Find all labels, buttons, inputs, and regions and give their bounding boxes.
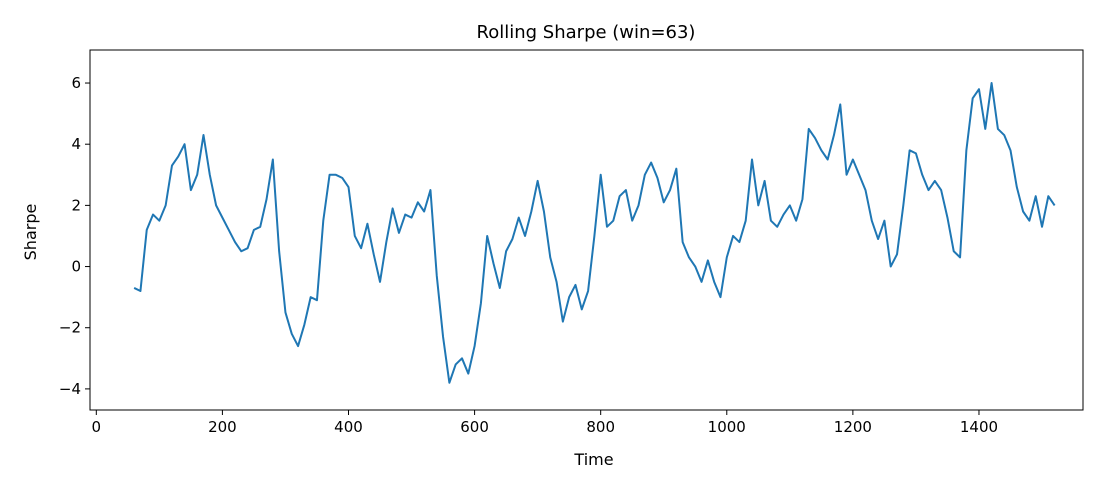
x-tick-label: 1400 <box>960 418 998 436</box>
y-tick-label: −4 <box>59 380 81 398</box>
x-tick-label: 600 <box>460 418 489 436</box>
x-axis-label: Time <box>573 450 613 469</box>
x-tick-label: 400 <box>334 418 363 436</box>
y-tick-label: 4 <box>71 135 81 153</box>
x-tick-label: 800 <box>586 418 615 436</box>
x-tick-label: 0 <box>92 418 102 436</box>
x-tick-label: 1200 <box>834 418 872 436</box>
y-tick-label: 0 <box>71 258 81 276</box>
x-tick-label: 200 <box>208 418 237 436</box>
plot-frame <box>89 49 1084 411</box>
line-series <box>133 82 1056 384</box>
y-tick-label: 6 <box>71 74 81 92</box>
y-tick-label: 2 <box>71 196 81 214</box>
y-tick-label: −2 <box>59 319 81 337</box>
y-axis-label: Sharpe <box>21 204 40 261</box>
x-tick-label: 1000 <box>708 418 746 436</box>
chart-title: Rolling Sharpe (win=63) <box>477 22 696 43</box>
